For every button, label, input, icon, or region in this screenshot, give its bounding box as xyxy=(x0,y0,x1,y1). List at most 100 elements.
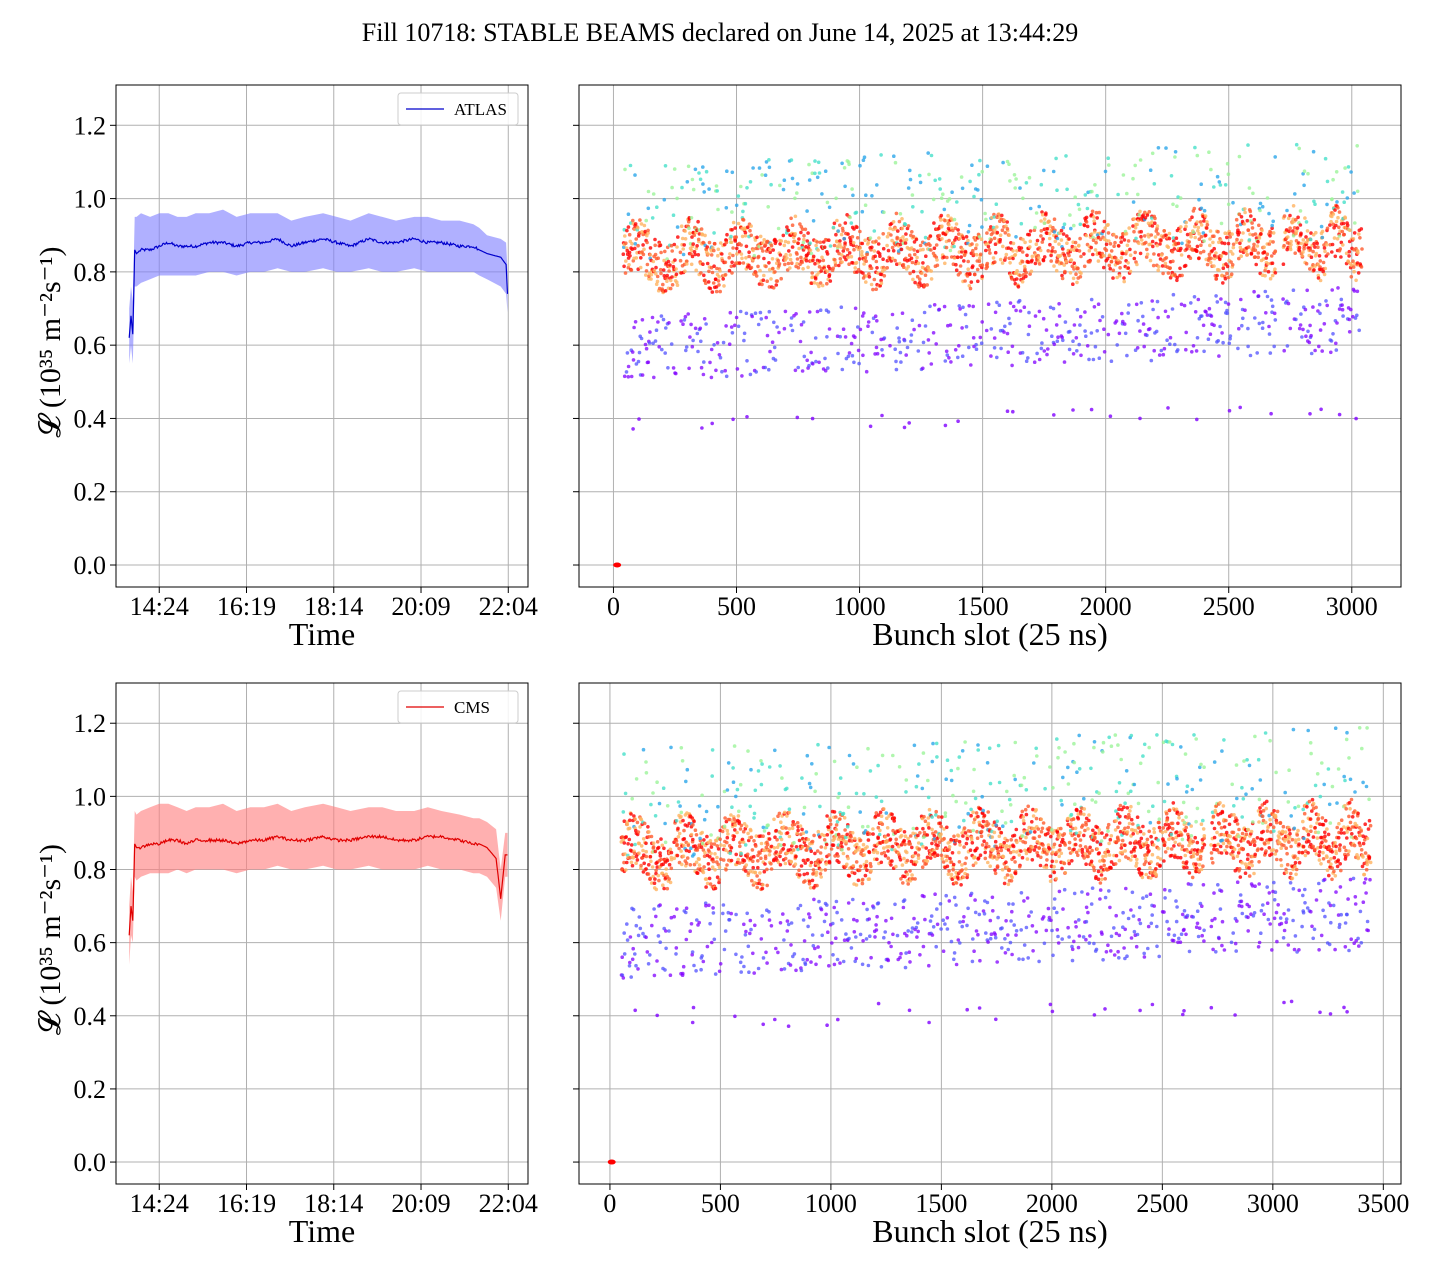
bunch-point xyxy=(902,425,907,430)
bunch-point xyxy=(730,260,734,265)
bunch-point xyxy=(995,300,999,305)
bunch-point xyxy=(952,834,956,839)
bunch-point xyxy=(1019,783,1024,788)
bunch-point xyxy=(1010,277,1014,281)
bunch-point xyxy=(789,158,794,162)
x-tick-label: 16:19 xyxy=(217,592,276,621)
bunch-point xyxy=(1011,902,1015,906)
bunch-point xyxy=(711,911,716,915)
bunch-point xyxy=(1091,235,1095,240)
bunch-point xyxy=(1026,956,1030,960)
bunch-point xyxy=(1027,310,1031,315)
bunch-point xyxy=(763,365,767,370)
bunch-point xyxy=(721,903,726,907)
bunch-point xyxy=(757,166,762,170)
bunch-point xyxy=(1176,348,1180,352)
bunch-point xyxy=(1158,242,1162,246)
bunch-point xyxy=(995,355,999,360)
bunch-point xyxy=(1007,316,1011,321)
atlas-bunch-axes-frame xyxy=(578,84,1402,588)
bunch-point xyxy=(1155,299,1160,304)
bunch-point xyxy=(803,227,808,232)
bunch-point xyxy=(850,831,855,835)
bunch-point xyxy=(749,828,753,833)
bunch-point xyxy=(974,811,979,815)
bunch-point xyxy=(1337,225,1341,230)
bunch-point xyxy=(668,973,673,977)
bunch-point xyxy=(1291,229,1295,233)
bunch-point xyxy=(641,243,645,247)
bunch-point xyxy=(1198,220,1203,224)
bunch-point xyxy=(1068,271,1073,275)
bunch-point xyxy=(1067,935,1071,939)
bunch-point xyxy=(805,753,810,758)
bunch-point xyxy=(947,899,952,903)
bunch-point xyxy=(946,213,950,218)
bunch-point xyxy=(1337,234,1342,238)
bunch-point xyxy=(1001,160,1005,165)
bunch-point xyxy=(1133,250,1137,255)
bunch-point xyxy=(1218,183,1223,187)
bunch-point xyxy=(964,867,968,871)
bunch-point xyxy=(1319,267,1323,272)
x-tick-label: 14:24 xyxy=(130,592,189,621)
bunch-point xyxy=(992,336,997,340)
bunch-point xyxy=(695,871,700,875)
bunch-point xyxy=(717,353,722,357)
bunch-point xyxy=(1127,226,1131,230)
bunch-point xyxy=(853,836,857,841)
bunch-point xyxy=(626,265,631,270)
bunch-point xyxy=(736,221,741,226)
bunch-point xyxy=(1125,353,1129,358)
bunch-point xyxy=(762,256,766,261)
bunch-point xyxy=(699,339,703,344)
bunch-point xyxy=(622,860,626,865)
bunch-point xyxy=(1286,216,1291,221)
bunch-point xyxy=(685,856,690,860)
bunch-point xyxy=(1076,816,1081,821)
bunch-point xyxy=(709,265,714,270)
bunch-point xyxy=(665,886,670,891)
bunch-point xyxy=(645,240,649,245)
bunch-point xyxy=(1107,253,1112,257)
bunch-point xyxy=(709,851,713,856)
bunch-point xyxy=(735,246,739,251)
bunch-point xyxy=(811,254,816,259)
bunch-point xyxy=(770,340,775,345)
bunch-point xyxy=(959,255,963,259)
bunch-point xyxy=(1253,248,1258,252)
bunch-point xyxy=(1022,264,1027,269)
bunch-point xyxy=(1359,265,1364,269)
bunch-point xyxy=(1272,344,1276,349)
bunch-point xyxy=(724,324,728,328)
bunch-point xyxy=(863,238,867,243)
bunch-point xyxy=(855,919,859,923)
bunch-point xyxy=(1013,252,1018,257)
bunch-point xyxy=(767,309,772,314)
bunch-point xyxy=(1077,767,1082,771)
bunch-point xyxy=(622,952,627,956)
bunch-point xyxy=(669,278,673,283)
bunch-point xyxy=(860,877,865,882)
bunch-point xyxy=(627,232,632,237)
bunch-point xyxy=(1261,320,1265,325)
bunch-point xyxy=(854,860,859,864)
bunch-point xyxy=(749,224,753,228)
bunch-point xyxy=(844,932,848,936)
bunch-point xyxy=(1252,242,1256,247)
bunch-point xyxy=(685,767,690,772)
bunch-point xyxy=(1305,229,1310,233)
bunch-point xyxy=(739,252,744,256)
bunch-point xyxy=(696,219,700,224)
bunch-point xyxy=(1216,339,1220,343)
bunch-point xyxy=(912,240,917,244)
bunch-point xyxy=(1239,215,1244,219)
bunch-point xyxy=(1301,238,1306,242)
bunch-point xyxy=(966,267,970,272)
bunch-point xyxy=(1271,240,1275,244)
bunch-point xyxy=(980,320,984,324)
bunch-point xyxy=(819,907,824,912)
bunch-point xyxy=(1353,316,1358,320)
bunch-point xyxy=(813,946,817,951)
bunch-point xyxy=(623,852,627,856)
